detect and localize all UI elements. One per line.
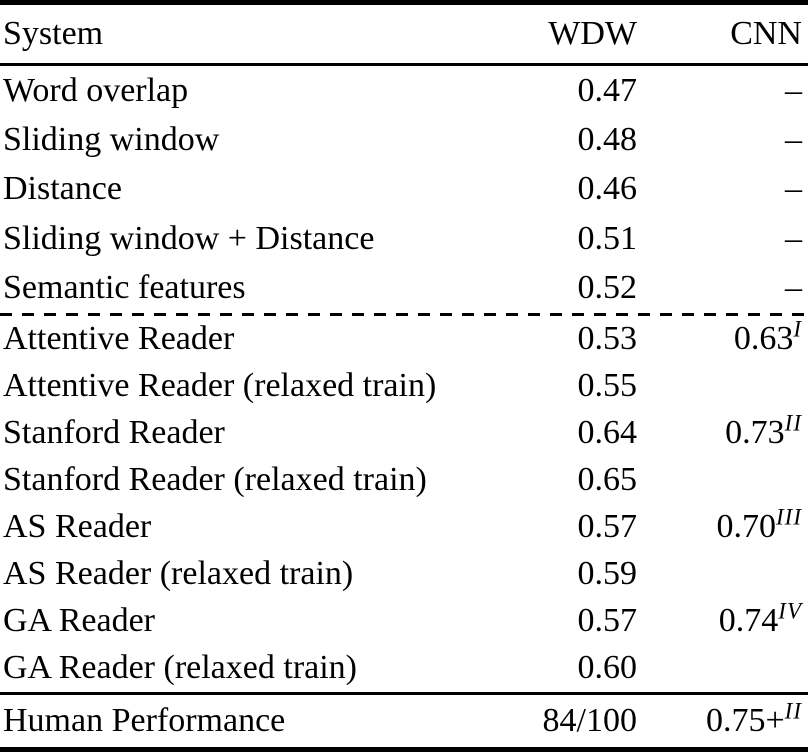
wdw-value-cell: 0.52 [577,269,638,307]
neural-readers-section: Attentive Reader 0.53 0.63I Attentive Reade… [0,316,808,692]
wdw-value-cell: 0.60 [577,649,638,687]
column-header-system: System [3,17,104,51]
wdw-value-cell: 0.55 [577,367,638,405]
system-name-cell: Human Performance [3,703,286,738]
wdw-value-cell: 0.47 [577,71,638,109]
cnn-value-cell: – [785,219,802,257]
cnn-reference-superscript: III [776,505,802,531]
wdw-value-cell: 0.48 [577,121,638,159]
system-name-cell: GA Reader [3,604,156,639]
table-row: Attentive Reader (relaxed train) 0.55 [0,363,808,410]
cnn-value-cell: 0.74IV [718,599,802,640]
table-row: GA Reader (relaxed train) 0.60 [0,645,808,692]
table-row: Distance 0.46 – [0,165,808,214]
system-name-cell: Stanford Reader [3,416,225,451]
wdw-value-cell: 0.53 [577,320,638,358]
bottom-rule [0,746,808,752]
table-row: Attentive Reader 0.53 0.63I [0,316,808,363]
column-header-cnn: CNN [730,15,802,52]
table-row: Stanford Reader 0.64 0.73II [0,410,808,457]
table-row: Word overlap 0.47 – [0,66,808,115]
table-row: Human Performance 84/100 0.75+II [0,695,808,747]
human-separator-rule [0,691,808,695]
system-name-cell: Distance [3,172,122,207]
table-row: Semantic features 0.52 – [0,264,808,313]
table-row: Stanford Reader (relaxed train) 0.65 [0,457,808,504]
wdw-value-cell: 0.51 [577,219,638,257]
cnn-reference-superscript: II [784,411,802,437]
wdw-value-cell: 0.57 [577,602,638,640]
cnn-value-cell: 0.73II [725,411,802,452]
top-rule [0,0,808,5]
wdw-value-cell: 0.46 [577,170,638,208]
wdw-value-cell: 0.65 [577,461,638,499]
wdw-value-cell: 84/100 [542,701,637,739]
cnn-reference-superscript: I [793,317,802,343]
cnn-value-cell: 0.75+II [705,698,802,739]
cnn-value-cell: 0.70III [716,505,802,546]
wdw-value-cell: 0.59 [577,555,638,593]
table-row: Sliding window + Distance 0.51 – [0,214,808,263]
wdw-value-cell: 0.64 [577,414,638,452]
system-name-cell: Sliding window + Distance [3,221,375,256]
header-rule [0,63,808,66]
header-row: System WDW CNN [0,5,808,63]
system-name-cell: AS Reader (relaxed train) [3,557,354,592]
cnn-value-cell: – [785,269,802,307]
system-name-cell: Sliding window [3,123,220,158]
cnn-reference-superscript: IV [778,599,802,625]
column-header-wdw: WDW [548,15,637,52]
system-name-cell: Semantic features [3,271,246,306]
wdw-value-cell: 0.57 [577,508,638,546]
cnn-reference-superscript: II [784,698,802,724]
human-performance-section: Human Performance 84/100 0.75+II [0,695,808,747]
table-row: AS Reader (relaxed train) 0.59 [0,551,808,598]
system-name-cell: GA Reader (relaxed train) [3,651,357,686]
cnn-value-cell: 0.63I [733,317,802,358]
table-row: AS Reader 0.57 0.70III [0,504,808,551]
table-row: GA Reader 0.57 0.74IV [0,598,808,645]
baseline-systems-section: Word overlap 0.47– Sliding window 0.48– Dist… [0,66,808,313]
system-name-cell: Attentive Reader (relaxed train) [3,369,437,404]
table-row: Sliding window 0.48 – [0,115,808,164]
cnn-value-cell: – [785,121,802,159]
cnn-value-cell: – [785,170,802,208]
system-name-cell: Stanford Reader (relaxed train) [3,463,427,498]
cnn-value-cell: – [785,71,802,109]
dashed-separator-rule [0,312,808,316]
system-name-cell: Word overlap [3,73,189,108]
system-name-cell: Attentive Reader [3,322,235,357]
system-name-cell: AS Reader [3,510,152,545]
